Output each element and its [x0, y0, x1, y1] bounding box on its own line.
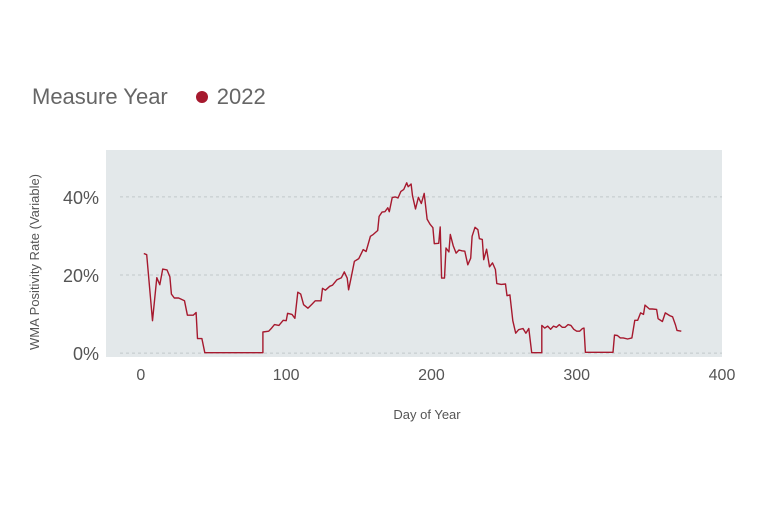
x-axis-ticks: 0 100 200 300 400	[136, 367, 735, 384]
y-axis-title: WMA Positivity Rate (Variable)	[27, 174, 42, 350]
gridlines	[120, 196, 722, 354]
y-axis-ticks: 0% 20% 40%	[63, 188, 99, 364]
y-tick-label: 20%	[63, 266, 99, 286]
legend: Measure Year 2022	[32, 82, 266, 112]
x-tick-label: 0	[136, 367, 145, 384]
x-tick-label: 200	[418, 367, 445, 384]
plot-area	[106, 150, 722, 357]
x-tick-label: 100	[273, 367, 300, 384]
legend-title: Measure Year	[32, 84, 168, 109]
x-tick-label: 300	[563, 367, 590, 384]
legend-label-2022[interactable]: 2022	[216, 84, 266, 109]
y-tick-label: 0%	[73, 344, 99, 364]
x-tick-label: 400	[709, 367, 736, 384]
y-tick-label: 40%	[63, 188, 99, 208]
legend-marker-2022[interactable]	[195, 91, 208, 103]
x-axis-title: Day of Year	[393, 407, 461, 422]
series-line-2022	[143, 182, 682, 354]
